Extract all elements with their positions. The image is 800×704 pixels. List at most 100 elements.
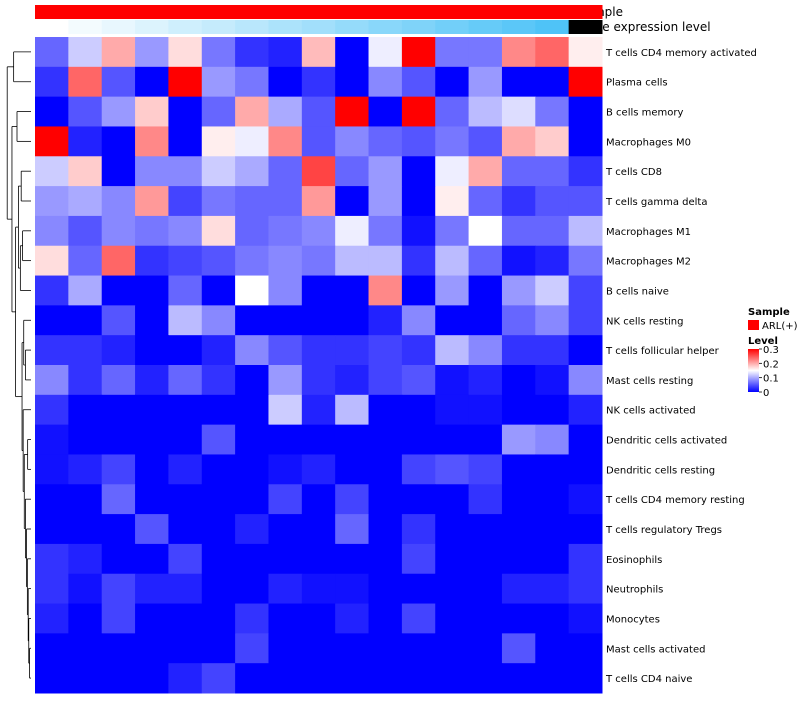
- heatmap-cell: [68, 573, 103, 605]
- heatmap-cell: [335, 37, 370, 68]
- heatmap-cell: [535, 603, 570, 634]
- heatmap-cell: [368, 484, 403, 515]
- heatmap-cell: [401, 424, 436, 455]
- gene-expression-annotation-cell: [335, 20, 370, 34]
- heatmap-cell: [135, 454, 169, 485]
- row-label: T cells CD8: [605, 167, 662, 178]
- heatmap-cell: [201, 126, 236, 157]
- heatmap-cell: [235, 424, 269, 455]
- heatmap-cell: [101, 37, 136, 68]
- heatmap-cell: [368, 633, 403, 664]
- gene-expression-annotation-cell: [235, 20, 269, 34]
- heatmap-cell: [501, 156, 536, 187]
- heatmap-cell: [268, 215, 303, 247]
- heatmap-cell: [468, 514, 503, 545]
- heatmap-cell: [435, 603, 470, 634]
- heatmap-cell: [501, 126, 536, 157]
- heatmap-cell: [568, 305, 603, 336]
- heatmap-cell: [68, 275, 103, 306]
- heatmap-cell: [368, 186, 403, 217]
- heatmap-cell: [301, 245, 336, 277]
- heatmap-cell: [301, 484, 336, 515]
- heatmap-cell: [501, 96, 536, 127]
- heatmap-cell: [168, 37, 203, 68]
- heatmap-cell: [401, 484, 436, 515]
- gene-expression-annotation-cell: [268, 20, 303, 34]
- heatmap-cell: [335, 424, 370, 455]
- heatmap-cell: [235, 573, 269, 605]
- heatmap-cell: [68, 424, 103, 455]
- heatmap-cell: [35, 215, 69, 247]
- heatmap-cell: [168, 365, 203, 396]
- heatmap-cell: [201, 66, 236, 98]
- heatmap-cell: [401, 37, 436, 68]
- heatmap-cell: [335, 365, 370, 396]
- row-label: Neutrophils: [606, 585, 663, 596]
- heatmap-cell: [568, 603, 603, 634]
- heatmap-cell: [301, 215, 336, 247]
- heatmap-cell: [201, 186, 236, 217]
- heatmap-cell: [501, 245, 536, 277]
- heatmap-cell: [468, 335, 503, 366]
- heatmap-cell: [468, 37, 503, 68]
- heatmap-cell: [501, 305, 536, 336]
- legend-level-colorbar: [748, 349, 759, 392]
- heatmap-cell: [35, 484, 69, 515]
- sample-annotation-cell: [235, 5, 269, 19]
- heatmap-cell: [68, 663, 103, 694]
- heatmap-cell: [368, 543, 403, 575]
- heatmap-cell: [535, 275, 570, 306]
- heatmap-cell: [368, 215, 403, 247]
- heatmap-cell: [268, 394, 303, 426]
- heatmap-cell: [501, 66, 536, 98]
- heatmap-cell: [368, 454, 403, 485]
- heatmap-cell: [35, 245, 69, 277]
- heatmap-cell: [568, 275, 603, 306]
- heatmap-cell: [368, 37, 403, 68]
- gene-expression-annotation-cell: [501, 20, 536, 34]
- heatmap-cell: [135, 603, 169, 634]
- heatmap-cell: [435, 215, 470, 247]
- heatmap-cell: [401, 66, 436, 98]
- heatmap-cell: [268, 96, 303, 127]
- heatmap-cell: [301, 543, 336, 575]
- heatmap-cell: [568, 156, 603, 187]
- heatmap-cell: [235, 365, 269, 396]
- heatmap-cell: [235, 335, 269, 366]
- row-label: Macrophages M2: [606, 257, 691, 268]
- heatmap-cell: [135, 663, 169, 694]
- heatmap-cell: [301, 514, 336, 545]
- heatmap-cell: [235, 514, 269, 545]
- heatmap-cell: [501, 633, 536, 664]
- heatmap-cell: [68, 365, 103, 396]
- heatmap-cell: [201, 245, 236, 277]
- heatmap-cell: [68, 603, 103, 634]
- heatmap-cell: [135, 37, 169, 68]
- heatmap-cell: [368, 424, 403, 455]
- heatmap-cell: [168, 215, 203, 247]
- heatmap-cell: [235, 603, 269, 634]
- heatmap-cell: [268, 37, 303, 68]
- heatmap-cell: [401, 514, 436, 545]
- heatmap-cell: [335, 394, 370, 426]
- heatmap-cell: [435, 156, 470, 187]
- heatmap-cell: [401, 126, 436, 157]
- heatmap-cell: [168, 335, 203, 366]
- heatmap-cell: [168, 156, 203, 187]
- heatmap-cell: [168, 305, 203, 336]
- heatmap-cell: [35, 365, 69, 396]
- heatmap-cell: [535, 245, 570, 277]
- heatmap-cell: [535, 663, 570, 694]
- row-label: T cells regulatory Tregs: [605, 525, 722, 536]
- heatmap-cell: [68, 454, 103, 485]
- heatmap-cell: [435, 126, 470, 157]
- heatmap-cell: [335, 275, 370, 306]
- heatmap-cell: [535, 186, 570, 217]
- heatmap-cell: [435, 424, 470, 455]
- heatmap-cell: [568, 633, 603, 664]
- heatmap-cell: [168, 66, 203, 98]
- heatmap-cell: [335, 663, 370, 694]
- legend-level-ticks: 0.3 0.2 0.1 0: [759, 345, 779, 399]
- sample-annotation-cell: [335, 5, 370, 19]
